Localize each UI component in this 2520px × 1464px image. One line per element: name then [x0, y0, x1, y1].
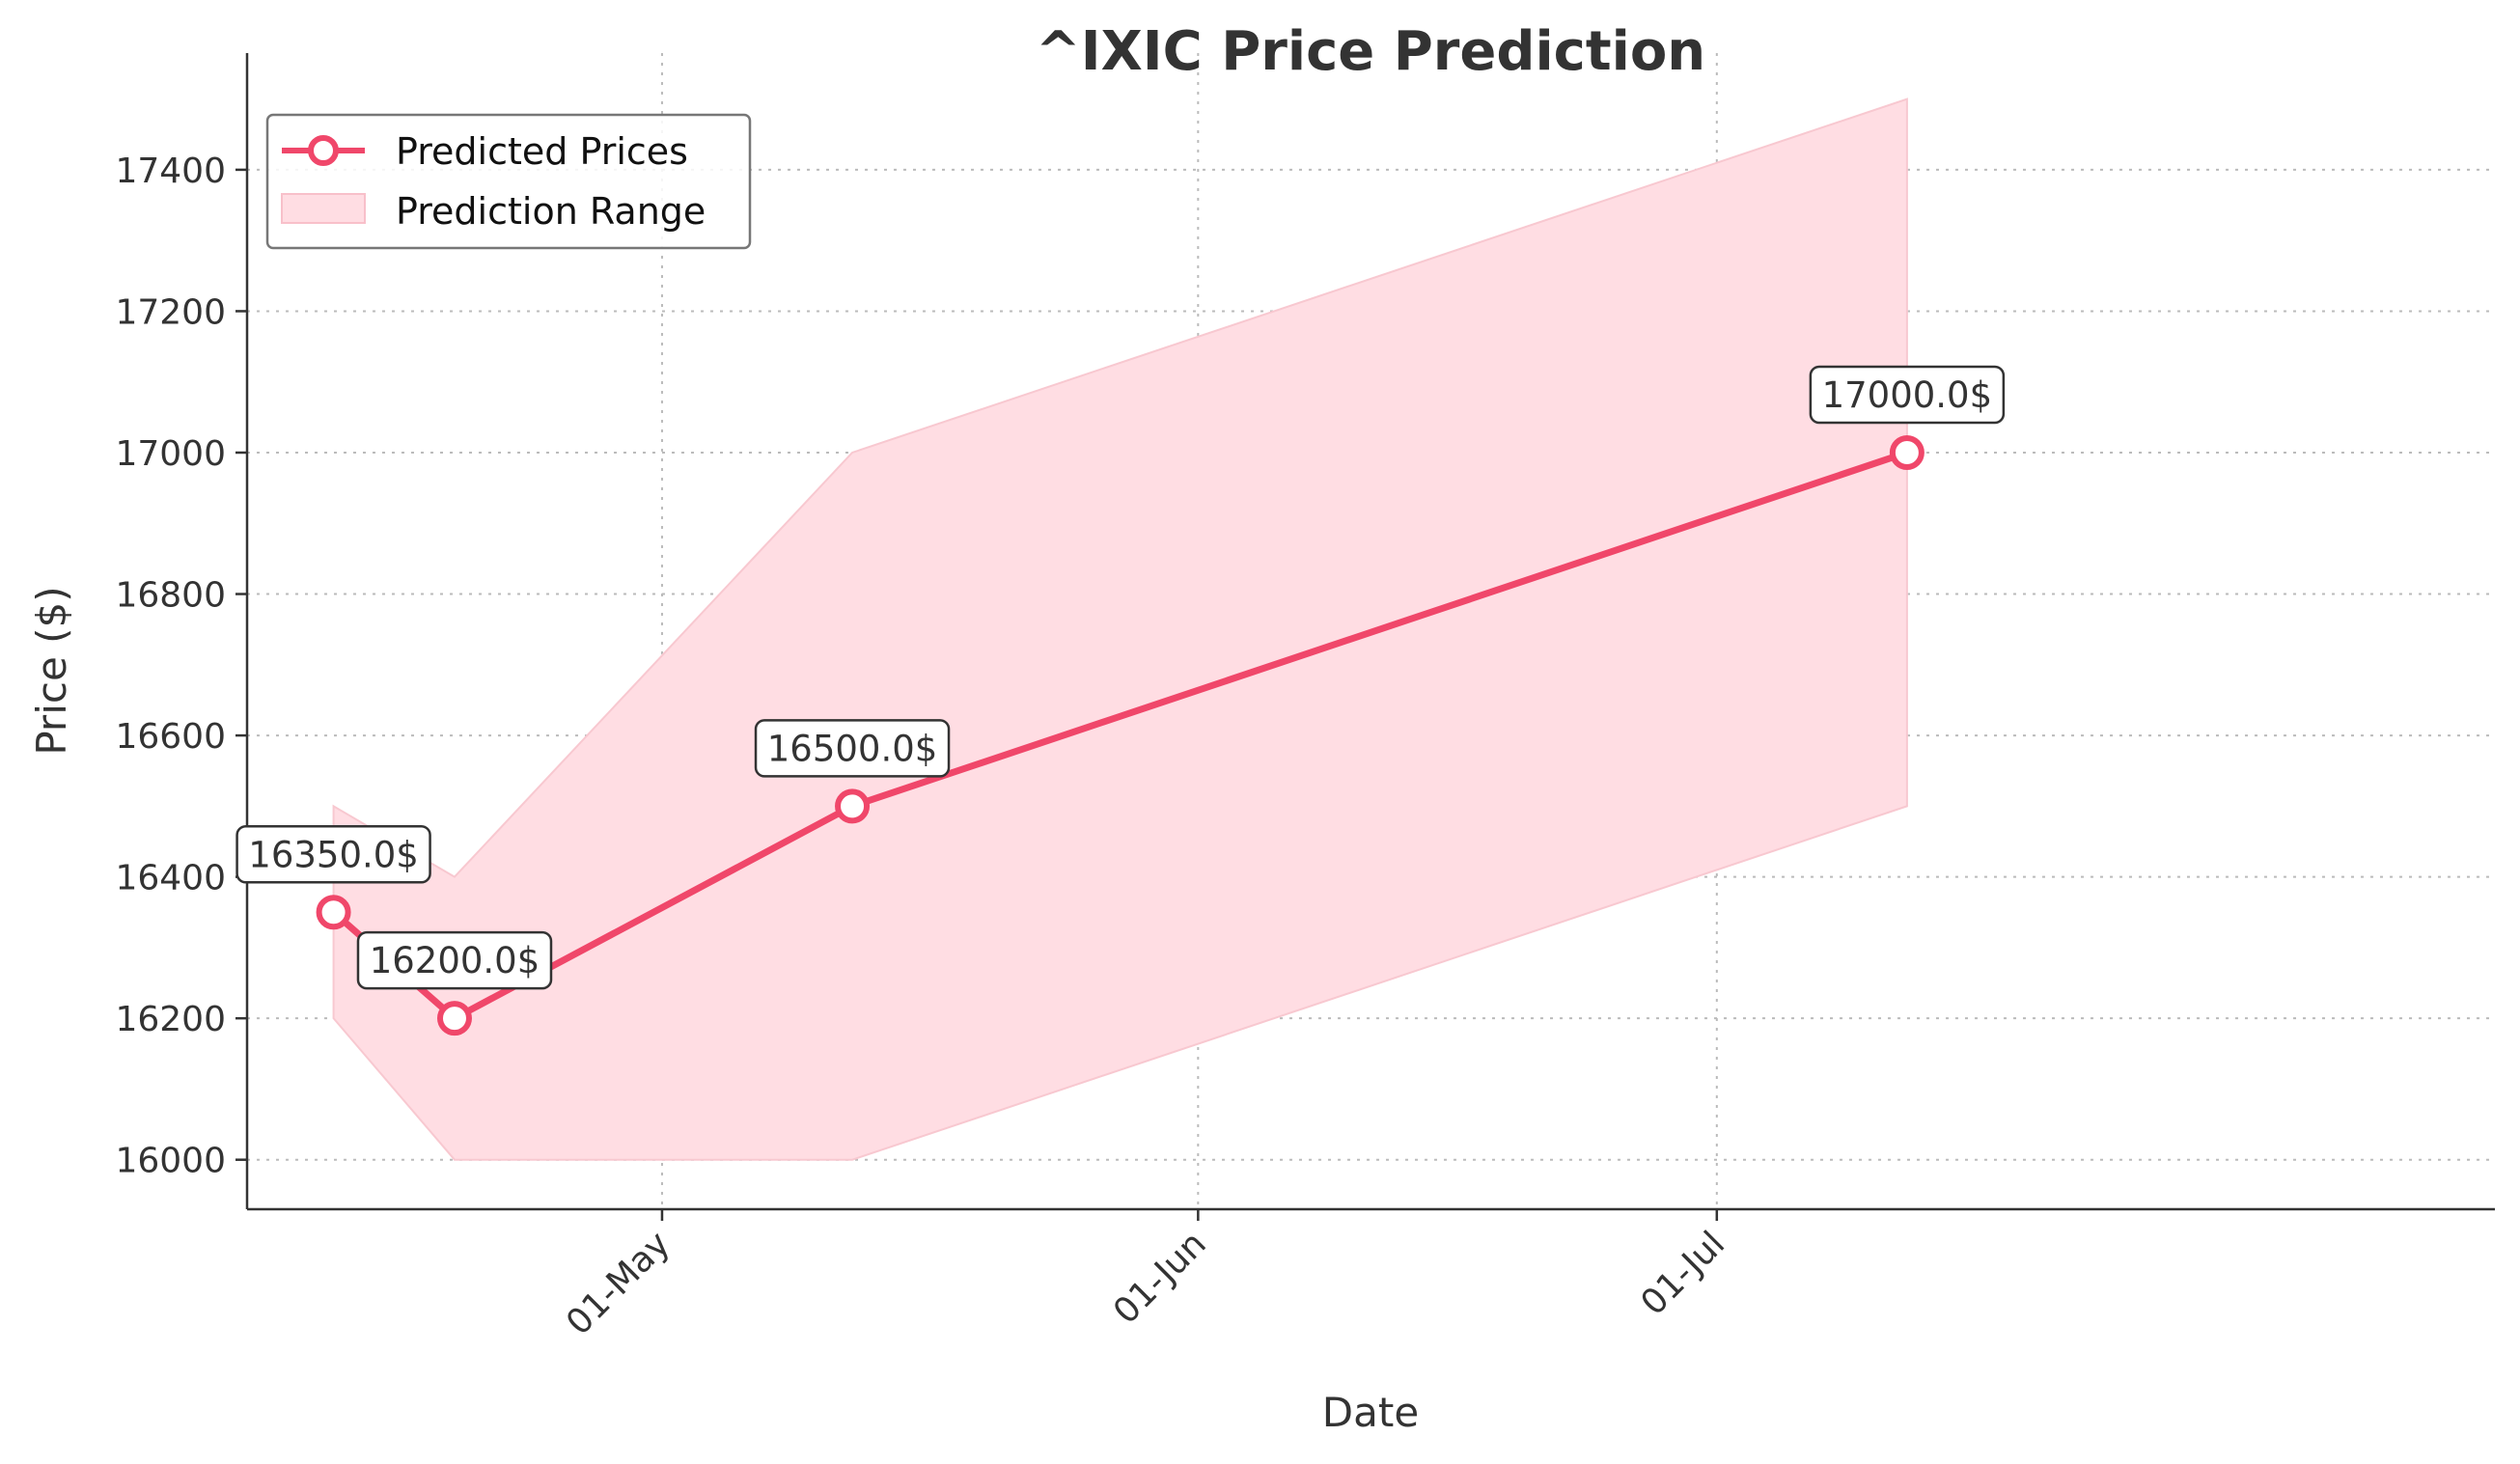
data-label-box [235, 825, 431, 884]
y-tick-label: 16600 [115, 717, 226, 757]
y-tick-label: 16800 [115, 576, 226, 616]
predicted-price-marker [835, 788, 871, 824]
y-tick-label: 17400 [115, 152, 226, 191]
y-tick-label: 16200 [115, 1000, 226, 1039]
x-tick-label: 01-Jun [1106, 1224, 1214, 1332]
predicted-price-marker [1889, 434, 1925, 470]
legend-label-predicted: Predicted Prices [396, 130, 688, 173]
chart-title: ^IXIC Price Prediction [1036, 20, 1705, 83]
data-label-group: 17000.0$ [1809, 365, 2006, 425]
predicted-price-marker [436, 1001, 472, 1036]
data-label: 16200.0$ [370, 940, 540, 981]
data-label: 17000.0$ [1822, 374, 1993, 416]
y-tick-label: 16400 [115, 859, 226, 898]
y-tick-label: 16000 [115, 1142, 226, 1181]
x-axis-title: Date [1322, 1389, 1419, 1436]
data-label-box [1809, 365, 2006, 425]
predicted-price-marker [316, 895, 351, 930]
data-label-group: 16350.0$ [235, 825, 431, 884]
y-tick-label: 17000 [115, 434, 226, 474]
legend-band-swatch [281, 193, 366, 224]
grid [247, 53, 2495, 1209]
data-label: 16500.0$ [767, 728, 938, 769]
prediction-range-area [332, 97, 1908, 1161]
data-label-group: 16500.0$ [754, 719, 951, 778]
y-axis-title: Price ($) [28, 586, 75, 755]
data-label: 16350.0$ [248, 834, 419, 875]
legend-marker-swatch [308, 135, 339, 166]
prediction-band [332, 97, 1908, 1161]
data-label-box [754, 719, 951, 778]
legend-label-range: Prediction Range [396, 190, 706, 233]
data-labels: 16350.0$ 16200.0$ 16500.0$ 17000.0$ [235, 365, 2006, 990]
legend-frame [265, 113, 752, 250]
legend: Predicted Prices Prediction Range [265, 113, 752, 250]
data-label-group: 16200.0$ [356, 930, 553, 990]
x-tick-label: 01-May [559, 1224, 678, 1342]
data-label-box [356, 930, 553, 990]
x-tick-label: 01-Jul [1633, 1224, 1732, 1323]
y-tick-label: 17200 [115, 292, 226, 332]
